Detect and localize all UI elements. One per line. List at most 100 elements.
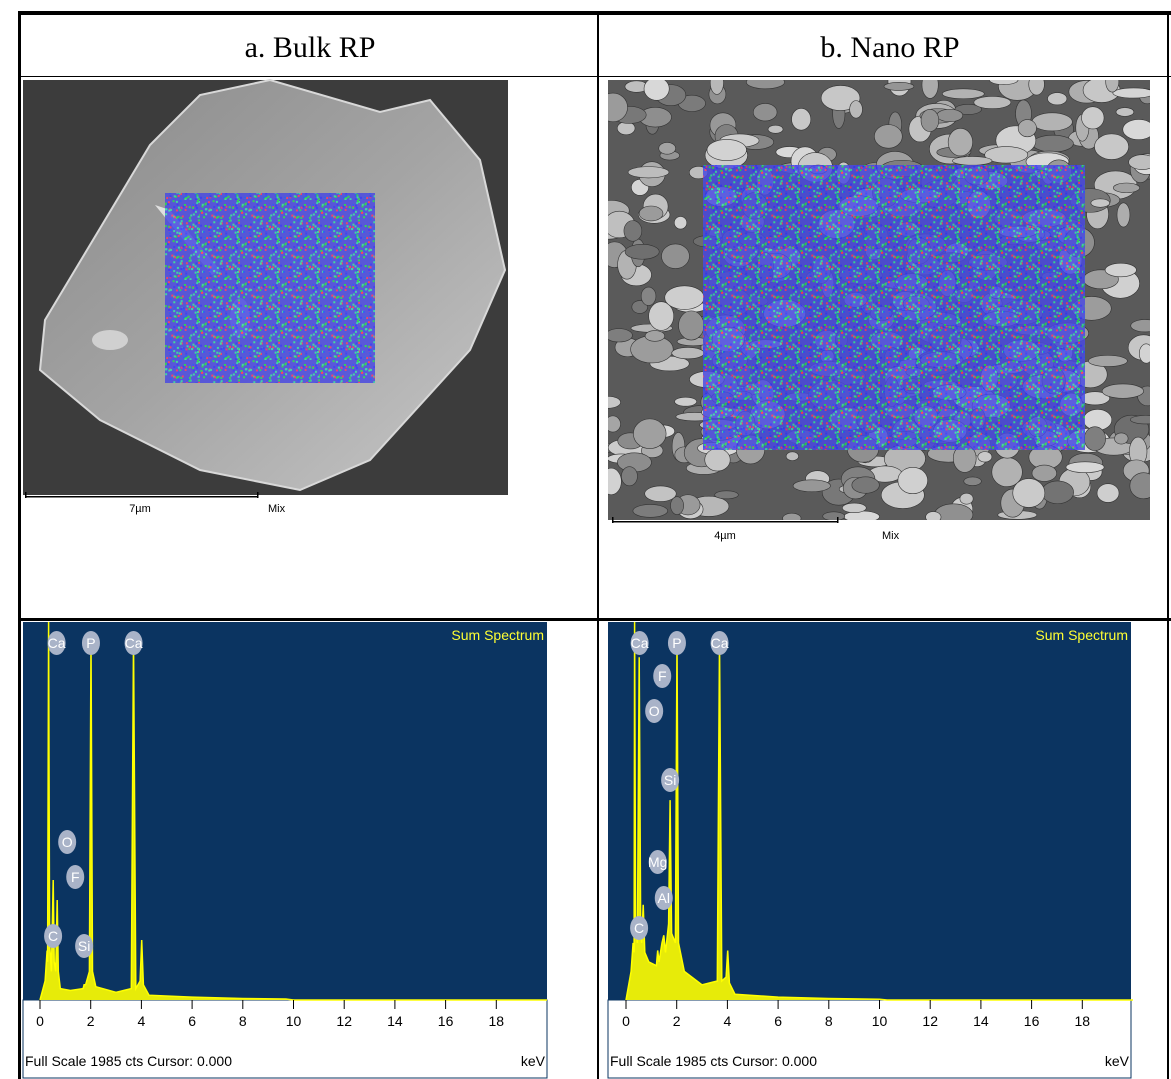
peak-marker [75, 934, 94, 958]
scale-bar [257, 492, 259, 498]
grain [633, 418, 667, 449]
grain [706, 139, 747, 161]
grain [843, 510, 880, 520]
grain [973, 96, 1012, 109]
grain [782, 512, 802, 520]
spectrum-line [625, 621, 1133, 1001]
grain [640, 286, 657, 306]
grain [1041, 480, 1074, 505]
grain [1012, 478, 1046, 508]
grain [874, 124, 903, 149]
grain [897, 466, 928, 495]
peak-marker [710, 631, 729, 655]
grain [1104, 262, 1137, 278]
grain [1114, 432, 1129, 445]
peak-label: Si [664, 772, 676, 788]
grain [627, 166, 670, 179]
grain [746, 80, 785, 90]
map-label: Mix [268, 503, 286, 515]
peak-label: C [48, 928, 58, 944]
grain [1031, 464, 1057, 482]
peak-marker [58, 830, 77, 854]
grain [1017, 119, 1037, 138]
footer: Full Scale 1985 cts Cursor: 0.000 [610, 1053, 817, 1069]
peak-marker [630, 916, 649, 940]
x-tick-label: 4 [138, 1013, 146, 1029]
grain [624, 244, 660, 260]
axis-strip [607, 999, 1132, 1079]
peak-marker [654, 886, 673, 910]
peak-label: Al [658, 890, 670, 906]
x-tick-label: 6 [774, 1013, 782, 1029]
grain [841, 502, 867, 513]
x-tick-label: 2 [673, 1013, 681, 1029]
x-tick-label: 8 [825, 1013, 833, 1029]
x-tick-label: 16 [1024, 1013, 1040, 1029]
grain [822, 511, 846, 520]
x-tick-label: 18 [1075, 1013, 1091, 1029]
peak-label: O [62, 834, 73, 850]
spectrum-fill [626, 622, 1133, 1000]
grain [644, 330, 666, 342]
scale-label: 7µm [129, 503, 151, 515]
peak-label: Ca [48, 635, 66, 651]
grain [621, 466, 638, 487]
grain [623, 220, 643, 242]
grain [643, 80, 670, 101]
grain [851, 476, 880, 494]
spectrum-title: Sum Spectrum [1035, 627, 1128, 643]
spectrum-title: Sum Spectrum [451, 627, 544, 643]
grain [648, 301, 675, 331]
spectrum-line [39, 621, 547, 1001]
peak-marker [124, 631, 143, 655]
grain [883, 82, 915, 91]
grain [608, 467, 622, 496]
grain [925, 511, 942, 520]
element-map-overlay [703, 165, 1085, 450]
x-tick-label: 10 [286, 1013, 302, 1029]
peak-marker [44, 924, 63, 948]
grain [947, 128, 973, 157]
grain [1128, 154, 1150, 170]
scale-bar [25, 492, 27, 498]
scale-bar [837, 517, 839, 523]
grain [1094, 133, 1129, 160]
peak-marker [653, 664, 672, 688]
grain [714, 490, 739, 500]
scale-bar [612, 517, 614, 523]
x-tick-label: 0 [622, 1013, 630, 1029]
peak-label: Ca [711, 635, 729, 651]
footer: Full Scale 1985 cts Cursor: 0.000 [25, 1053, 232, 1069]
peak-label: F [658, 668, 667, 684]
grain [887, 80, 912, 97]
grain [1096, 483, 1120, 503]
grain [791, 108, 812, 131]
grain [608, 328, 633, 343]
spectrum-panel [23, 622, 547, 1000]
spectrum-panel [608, 622, 1131, 1000]
peak-marker [47, 631, 66, 655]
column-header: a. Bulk RP [245, 31, 376, 64]
grain [984, 146, 1029, 164]
grain [1129, 472, 1150, 500]
grain [820, 85, 861, 111]
grain [1031, 112, 1073, 132]
peak-marker [667, 631, 686, 655]
peak-label: C [634, 920, 644, 936]
grain [608, 92, 628, 123]
grain [644, 485, 677, 502]
grain [921, 80, 939, 99]
spectrum-fill [40, 622, 547, 1000]
grain [670, 496, 684, 515]
grain [1138, 343, 1150, 364]
grain [963, 476, 982, 486]
x-axis-label: keV [1105, 1053, 1130, 1069]
scale-bar [612, 521, 838, 523]
grain [1130, 319, 1150, 333]
grain [1115, 107, 1135, 117]
grain [608, 415, 621, 433]
grain [1088, 355, 1128, 367]
grain [1112, 87, 1150, 99]
grain [678, 310, 705, 341]
